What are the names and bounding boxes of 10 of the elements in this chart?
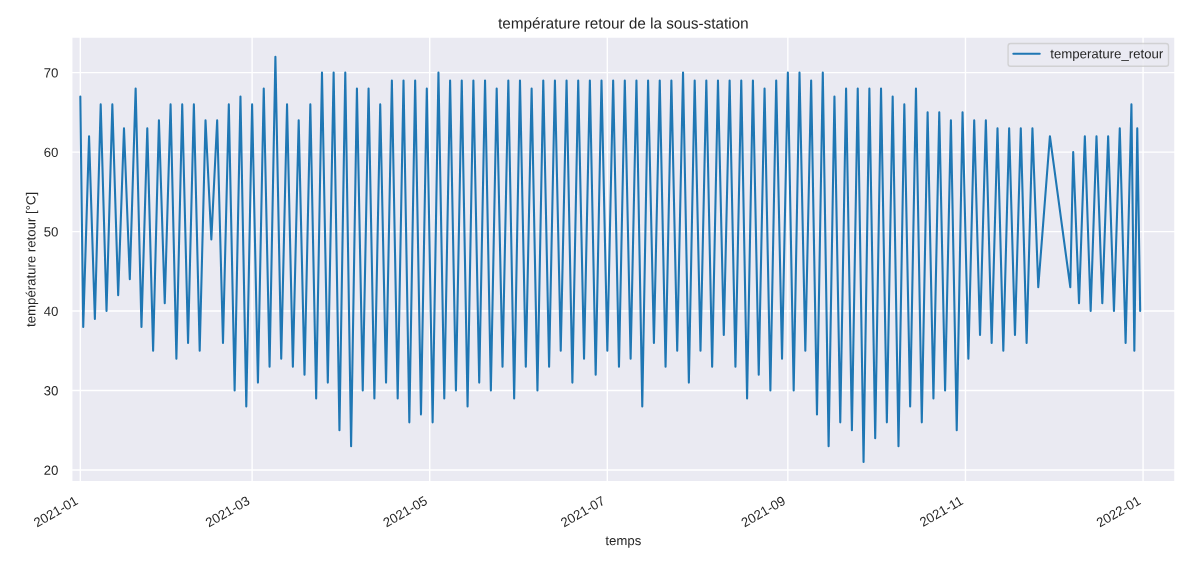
x-axis-title: temps [605,536,641,548]
legend-label: temperature_retour [1050,49,1164,62]
chart-title: température retour de la sous-station [498,17,748,32]
y-tick-label: 20 [44,465,58,475]
y-tick-label: 70 [44,68,58,78]
y-tick-label: 40 [44,306,58,316]
y-tick-label: 30 [44,386,58,396]
y-tick-label: 60 [44,147,58,158]
y-axis-title: température retour [°C] [25,192,39,327]
y-tick-label: 50 [44,227,58,237]
